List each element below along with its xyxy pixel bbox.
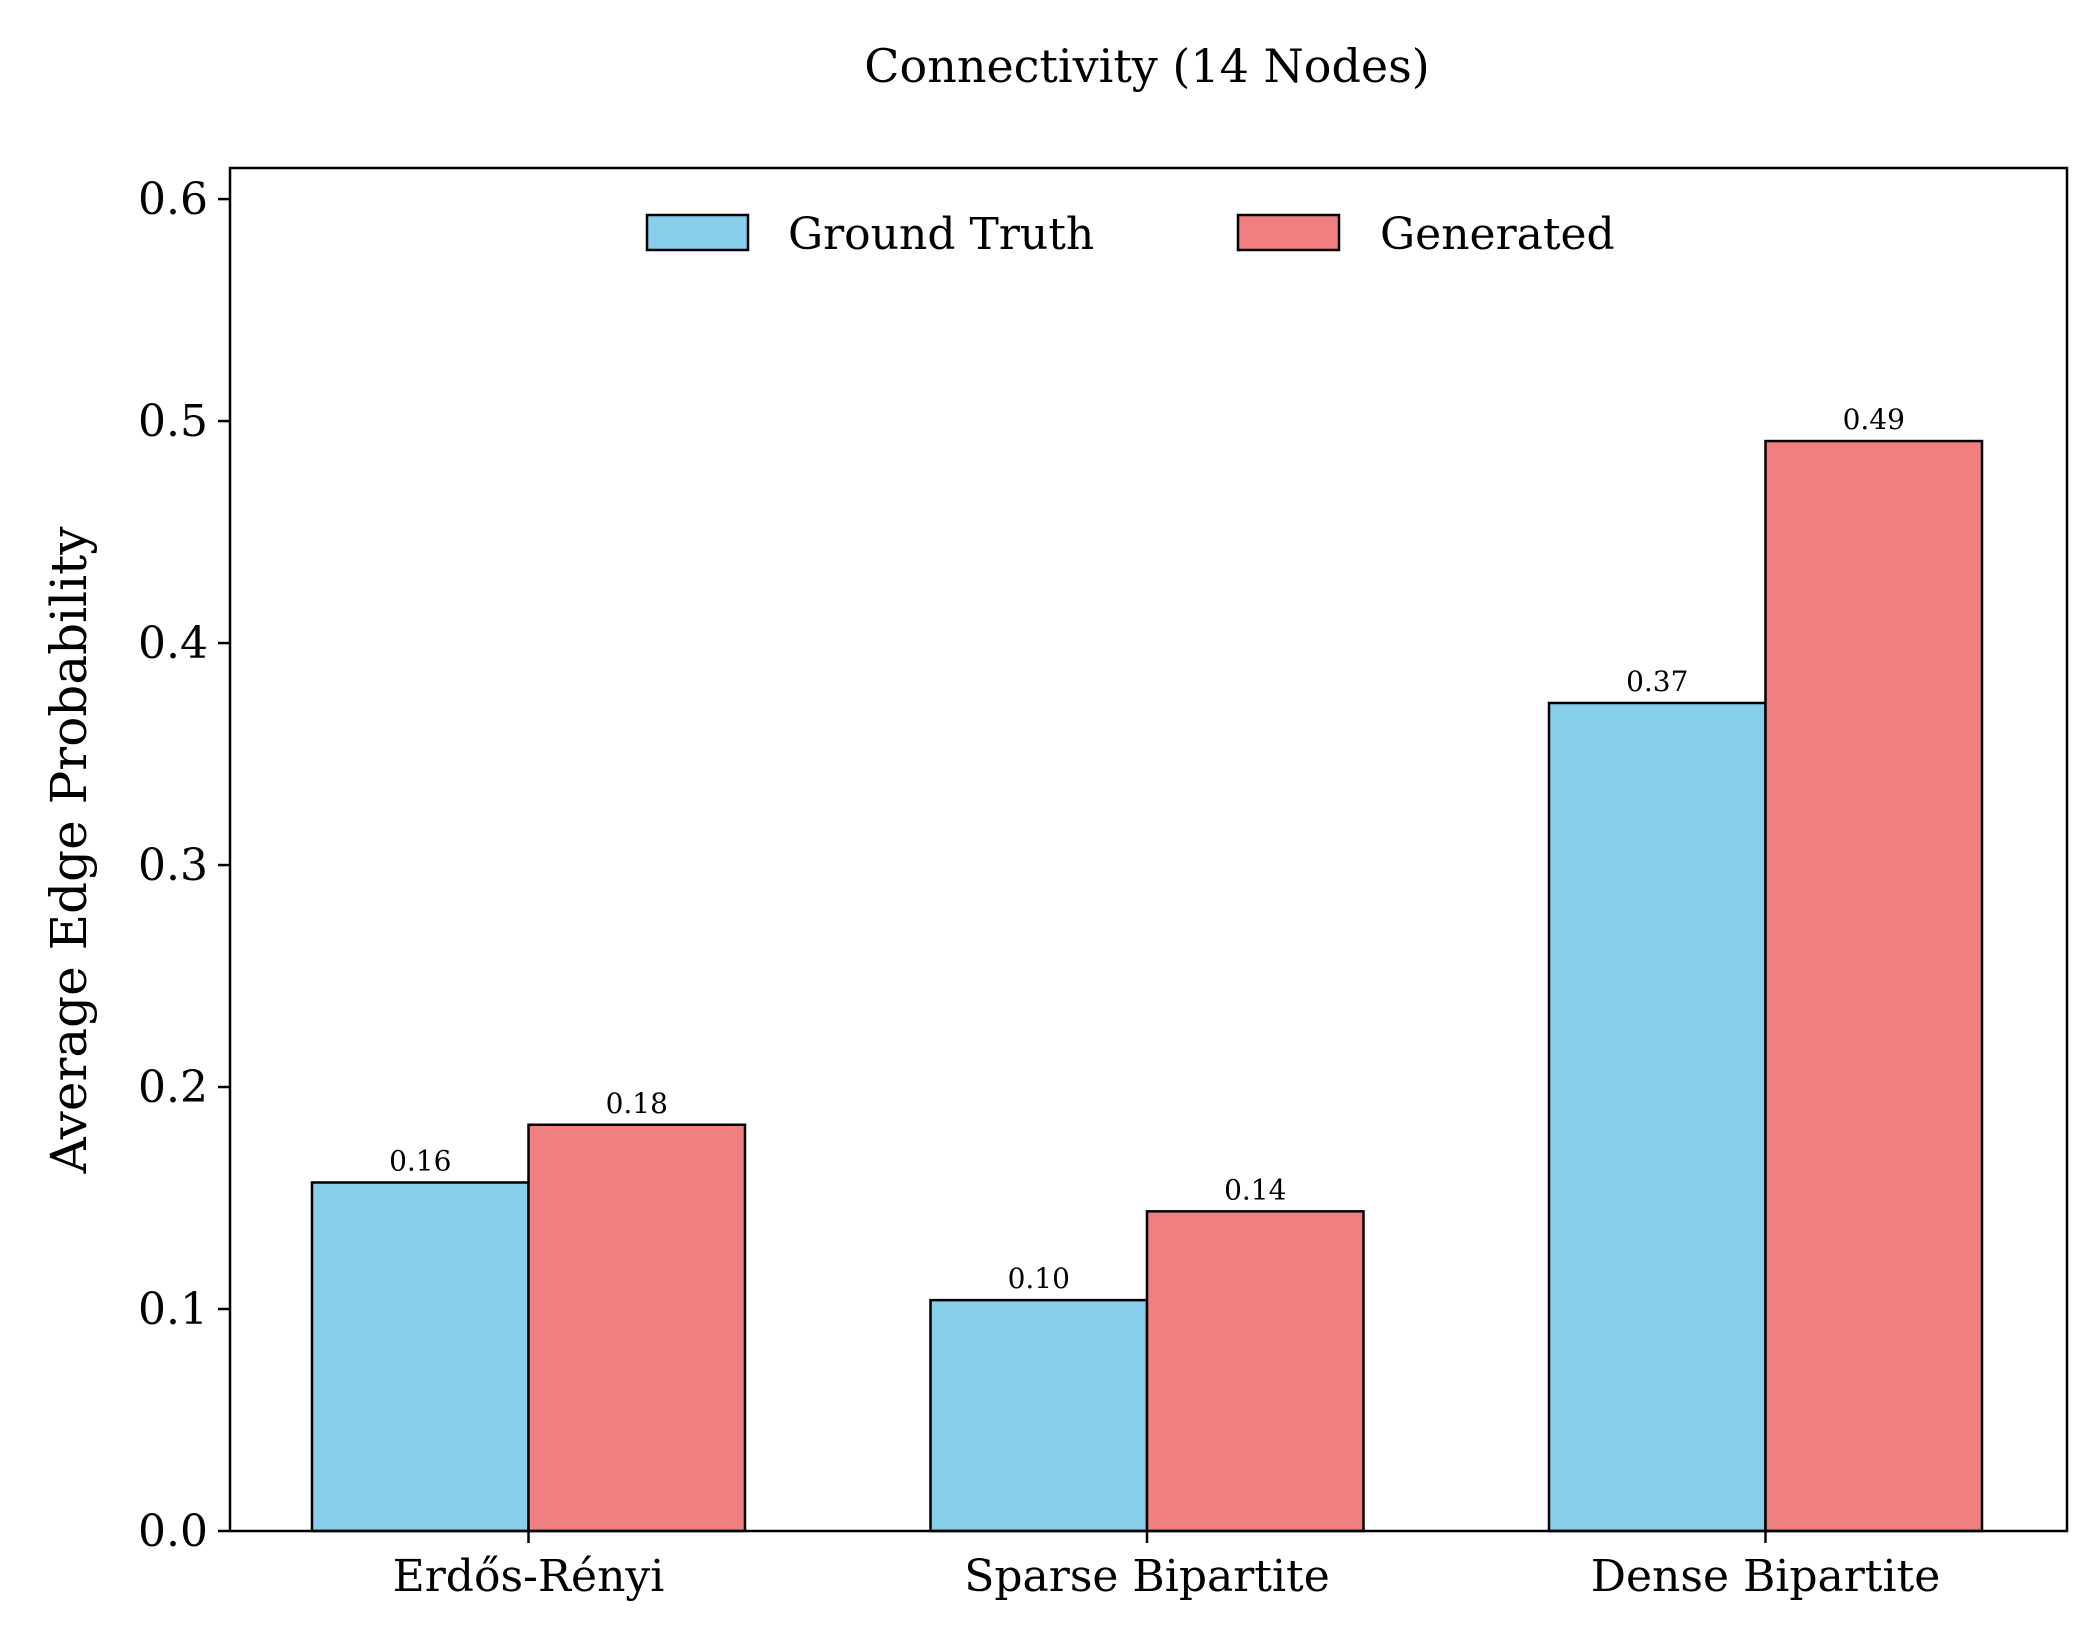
legend-label-generated: Generated — [1380, 209, 1615, 260]
x-axis: Erdős-Rényi Sparse Bipartite Dense Biparti… — [393, 1531, 1941, 1602]
plot-area-frame — [228, 166, 2069, 1533]
bar-ground-truth-sparse-bipartite — [929, 1298, 1149, 1533]
bar-generated-sparse-bipartite — [1145, 1210, 1365, 1533]
legend-label-ground-truth: Ground Truth — [788, 209, 1094, 260]
bar-value-label: 0.18 — [606, 1087, 668, 1120]
legend-swatch-ground-truth — [645, 213, 750, 252]
bar-generated-erdos-renyi — [527, 1123, 747, 1533]
legend: Ground Truth Generated — [645, 209, 1615, 260]
x-tick-label-erdos-renyi: Erdős-Rényi — [393, 1551, 665, 1602]
bar-value-label: 0.49 — [1843, 403, 1905, 436]
y-tick-label: 0.3 — [138, 840, 208, 891]
y-tick-label: 0.6 — [138, 174, 208, 225]
legend-swatch-generated — [1236, 213, 1341, 252]
bars-layer — [310, 439, 1984, 1533]
x-tick-label-sparse-bipartite: Sparse Bipartite — [964, 1551, 1330, 1602]
bar-value-label: 0.37 — [1626, 665, 1688, 698]
chart-title: Connectivity (14 Nodes) — [864, 39, 1429, 93]
bar-value-label: 0.14 — [1224, 1173, 1286, 1206]
bar-ground-truth-erdos-renyi — [310, 1181, 530, 1533]
bar-value-label: 0.16 — [389, 1144, 451, 1177]
bar-value-label: 0.10 — [1008, 1262, 1070, 1295]
y-tick-label: 0.1 — [138, 1284, 208, 1335]
x-tick-label-dense-bipartite: Dense Bipartite — [1591, 1551, 1941, 1602]
y-tick-label: 0.0 — [138, 1506, 208, 1557]
y-axis-label: Average Edge Probability — [40, 526, 98, 1175]
y-tick-label: 0.2 — [138, 1062, 208, 1113]
bar-generated-dense-bipartite — [1764, 439, 1984, 1533]
y-tick-label: 0.5 — [138, 396, 208, 447]
y-axis: 0.0 0.1 0.2 0.3 0.4 0.5 0.6 — [138, 174, 230, 1557]
bar-ground-truth-dense-bipartite — [1547, 701, 1767, 1533]
y-tick-label: 0.4 — [138, 618, 208, 669]
bar-labels-layer: 0.16 0.18 0.10 0.14 0.37 0.49 — [389, 403, 1905, 1295]
